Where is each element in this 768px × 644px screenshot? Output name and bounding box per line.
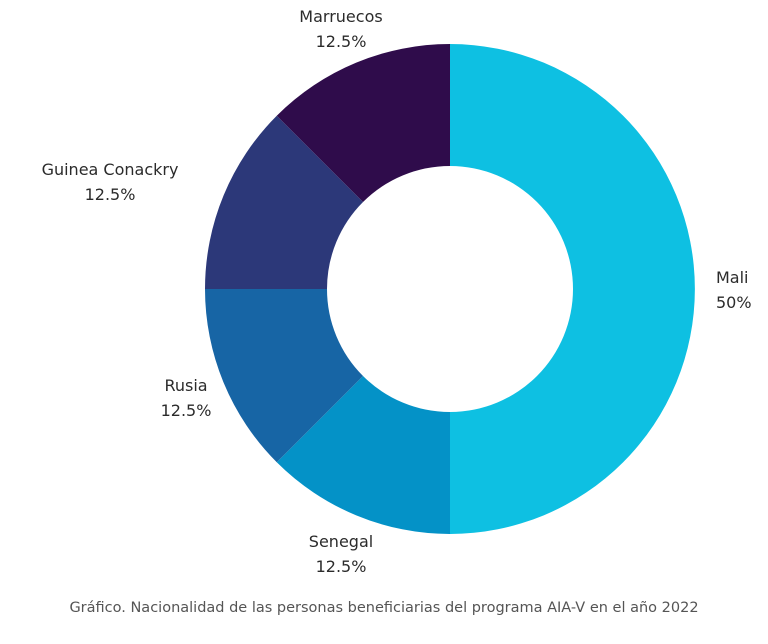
slice-rusia <box>205 289 364 463</box>
slice-value-marruecos: 12.5% <box>316 32 367 51</box>
slice-label-senegal: Senegal <box>309 532 373 551</box>
slice-value-senegal: 12.5% <box>316 557 367 576</box>
slice-label-rusia: Rusia <box>164 376 207 395</box>
slice-value-mali: 50% <box>716 293 752 312</box>
slice-label-mali: Mali <box>716 268 749 287</box>
slice-label-marruecos: Marruecos <box>299 7 382 26</box>
slice-senegal <box>276 375 450 534</box>
chart-caption: Gráfico. Nacionalidad de las personas be… <box>69 600 699 616</box>
slice-value-guinea-conackry: 12.5% <box>85 185 136 204</box>
slice-marruecos <box>276 44 450 203</box>
slice-guinea-conackry <box>205 115 364 289</box>
slice-label-guinea-conackry: Guinea Conackry <box>42 160 179 179</box>
slice-mali <box>450 44 695 534</box>
slice-value-rusia: 12.5% <box>161 401 212 420</box>
donut-chart: Mali 50% Senegal 12.5% Rusia 12.5% Guinea Cona… <box>42 7 752 576</box>
